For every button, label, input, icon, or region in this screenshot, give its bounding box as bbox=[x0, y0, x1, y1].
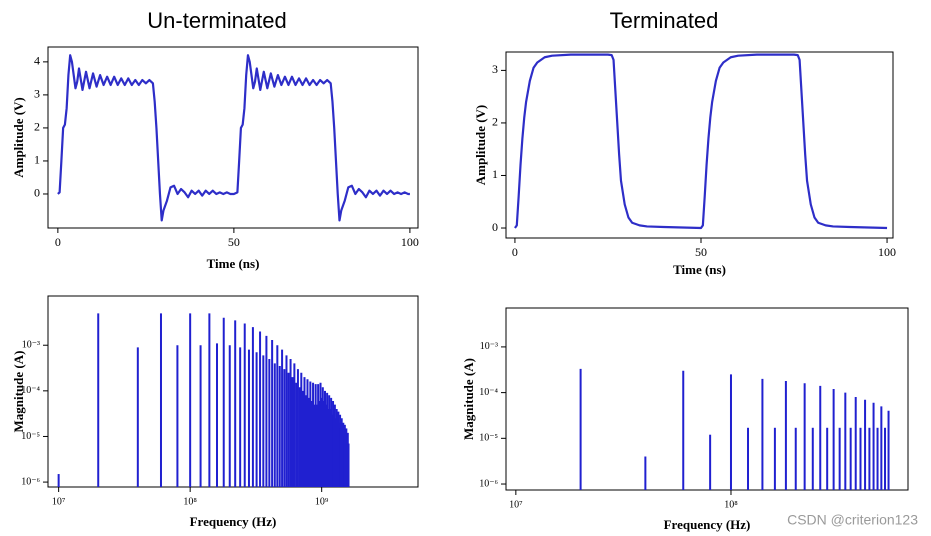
y-tick-label: 1 bbox=[492, 167, 498, 181]
x-axis-label: Time (ns) bbox=[673, 262, 726, 277]
y-axis-label: Amplitude (V) bbox=[473, 105, 488, 186]
y-tick-label: 10⁻⁵ bbox=[21, 431, 40, 442]
y-tick-label: 4 bbox=[34, 54, 40, 68]
chart-title: Terminated bbox=[610, 8, 719, 33]
x-tick-label: 10⁸ bbox=[724, 499, 738, 510]
x-tick-label: 10⁹ bbox=[315, 496, 329, 507]
x-tick-label: 100 bbox=[401, 235, 419, 249]
y-tick-label: 10⁻⁵ bbox=[479, 433, 498, 444]
y-tick-label: 10⁻⁴ bbox=[21, 385, 40, 396]
x-tick-label: 10⁷ bbox=[509, 499, 523, 510]
y-axis-label: Magnitude (A) bbox=[461, 358, 476, 440]
signal-line bbox=[514, 53, 888, 230]
y-tick-label: 3 bbox=[34, 87, 40, 101]
x-axis-label: Time (ns) bbox=[207, 256, 260, 271]
y-tick-label: 2 bbox=[492, 115, 498, 129]
y-tick-label: 10⁻³ bbox=[22, 340, 40, 351]
x-tick-label: 10⁸ bbox=[183, 496, 197, 507]
y-tick-label: 3 bbox=[492, 62, 498, 76]
watermark: CSDN @criterion123 bbox=[787, 512, 918, 528]
plot-frame bbox=[505, 51, 894, 239]
y-tick-label: 0 bbox=[34, 186, 40, 200]
x-axis-label: Frequency (Hz) bbox=[190, 514, 277, 529]
y-axis-label: Magnitude (A) bbox=[11, 351, 26, 433]
y-axis-label: Amplitude (V) bbox=[11, 97, 26, 178]
chart-title: Un-terminated bbox=[147, 8, 286, 33]
x-axis-label: Frequency (Hz) bbox=[664, 517, 751, 532]
y-tick-label: 10⁻⁴ bbox=[479, 387, 498, 398]
y-tick-label: 10⁻⁶ bbox=[21, 476, 40, 487]
y-tick-label: 10⁻⁶ bbox=[479, 478, 498, 489]
y-tick-label: 1 bbox=[34, 153, 40, 167]
y-tick-label: 10⁻³ bbox=[480, 341, 498, 352]
y-tick-label: 0 bbox=[492, 220, 498, 234]
x-tick-label: 10⁷ bbox=[52, 496, 66, 507]
x-tick-label: 0 bbox=[512, 245, 518, 259]
x-tick-label: 50 bbox=[695, 245, 707, 259]
signal-line bbox=[57, 54, 410, 222]
plot-frame bbox=[47, 295, 419, 488]
x-tick-label: 50 bbox=[228, 235, 240, 249]
x-tick-label: 100 bbox=[878, 245, 896, 259]
plot-frame bbox=[505, 307, 909, 491]
y-tick-label: 2 bbox=[34, 120, 40, 134]
plot-frame bbox=[47, 46, 419, 229]
x-tick-label: 0 bbox=[55, 235, 61, 249]
